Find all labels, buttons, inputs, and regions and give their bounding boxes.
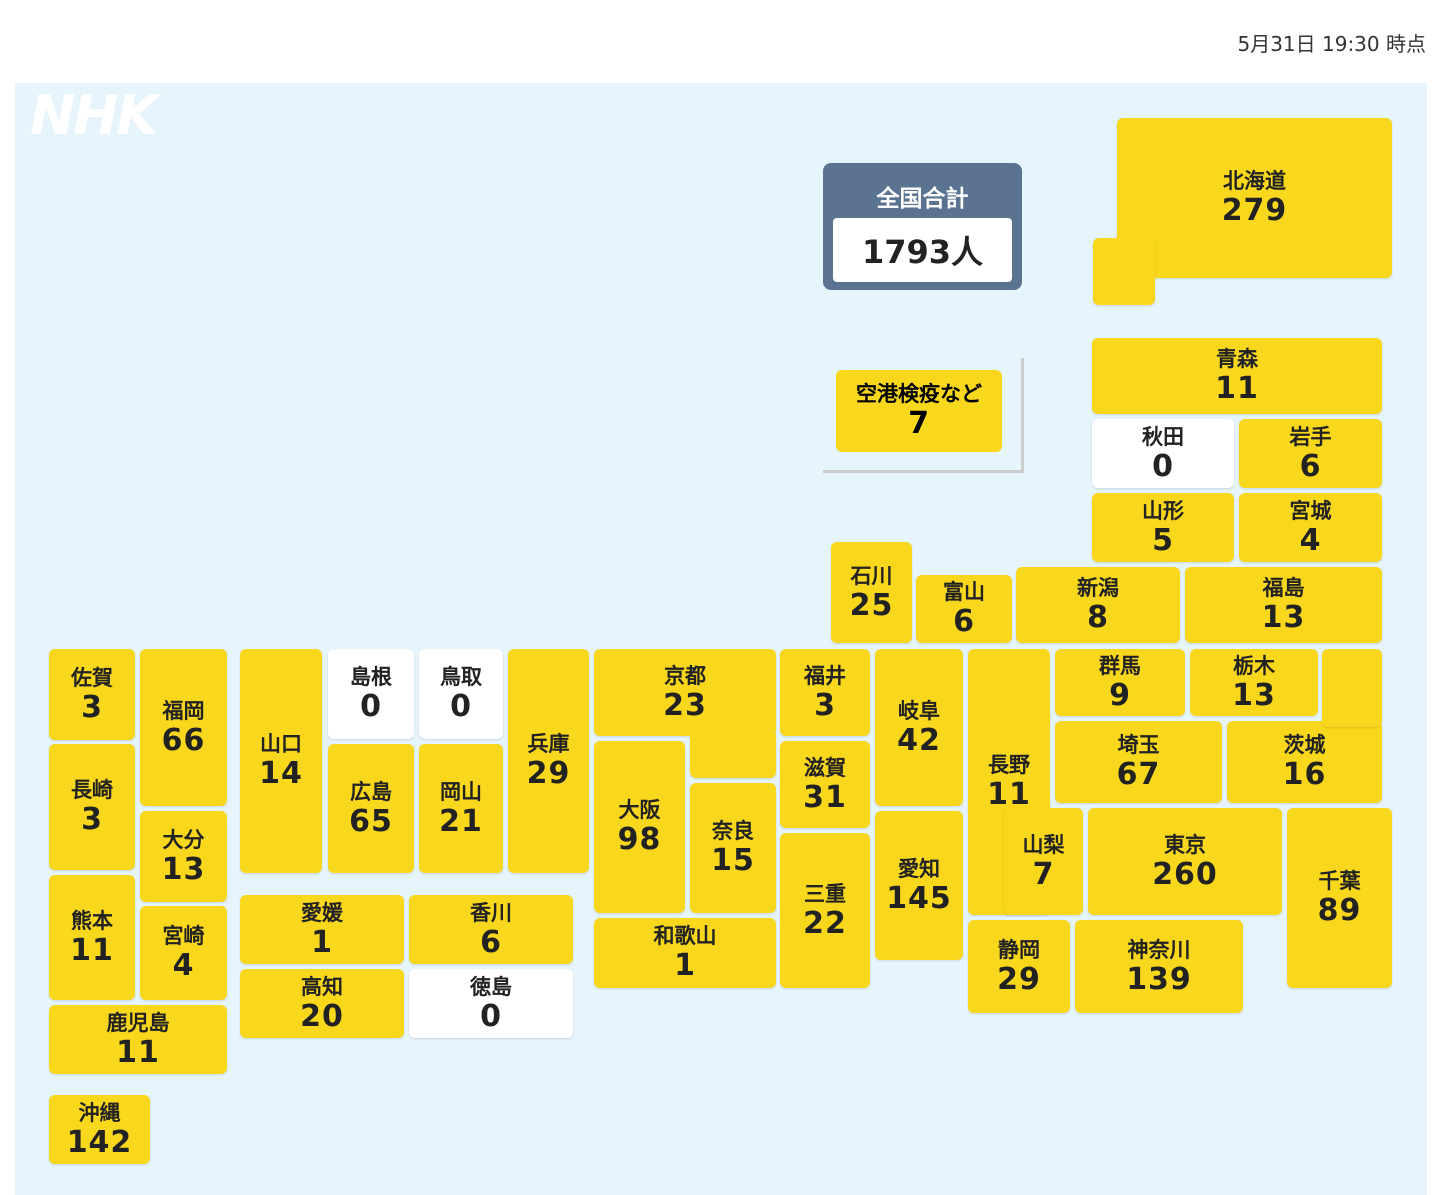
prefecture-tile[interactable] [968, 920, 1070, 1013]
separator [823, 358, 1024, 473]
prefecture-tile[interactable] [1055, 649, 1185, 716]
prefecture-tile[interactable] [594, 649, 776, 736]
prefecture-tile[interactable] [1088, 808, 1282, 915]
prefecture-tile[interactable] [240, 895, 404, 964]
prefecture-tile[interactable] [1190, 649, 1318, 716]
prefecture-tile[interactable] [140, 811, 227, 902]
prefecture-tile[interactable] [49, 1005, 227, 1074]
prefecture-tile[interactable] [419, 649, 503, 739]
prefecture-tile[interactable] [690, 730, 776, 778]
airport-name: 空港検疫など [856, 382, 982, 406]
prefecture-tile[interactable] [1185, 567, 1382, 643]
prefecture-tile[interactable] [49, 1095, 150, 1164]
prefecture-tile[interactable] [508, 649, 589, 873]
prefecture-tile[interactable] [1239, 493, 1382, 562]
prefecture-tile[interactable] [1322, 649, 1382, 727]
prefecture-tile[interactable] [49, 744, 135, 870]
total-value: 1793人 [833, 218, 1012, 282]
prefecture-tile[interactable] [916, 575, 1012, 643]
prefecture-tile[interactable] [240, 969, 404, 1038]
prefecture-tile[interactable] [409, 969, 573, 1038]
prefecture-tile[interactable] [409, 895, 573, 964]
prefecture-tile[interactable] [780, 649, 870, 736]
prefecture-tile[interactable] [1093, 238, 1155, 305]
prefecture-tile[interactable] [875, 811, 963, 960]
airport-tile[interactable]: 空港検疫など 7 [836, 370, 1002, 452]
prefecture-tile[interactable] [1055, 721, 1222, 803]
total-label: 全国合計 [876, 186, 969, 212]
prefecture-tile[interactable] [49, 875, 135, 1000]
prefecture-tile[interactable] [1092, 419, 1234, 488]
prefecture-tile[interactable] [1075, 920, 1243, 1013]
prefecture-tile[interactable] [240, 649, 322, 873]
prefecture-tile[interactable] [1117, 118, 1392, 278]
prefecture-tile[interactable] [140, 906, 227, 1000]
prefecture-tile[interactable] [328, 649, 414, 739]
airport-count: 7 [908, 406, 930, 441]
prefecture-tile[interactable] [328, 744, 414, 873]
prefecture-tile[interactable] [594, 741, 685, 913]
prefecture-tile[interactable] [1227, 721, 1382, 803]
prefecture-tile[interactable] [1004, 808, 1083, 915]
prefecture-tile[interactable] [1239, 419, 1382, 488]
prefecture-tile[interactable] [1092, 493, 1234, 562]
prefecture-tile[interactable] [780, 741, 870, 828]
prefecture-tile[interactable] [419, 744, 503, 873]
total-box: 全国合計 1793人 [823, 163, 1022, 290]
prefecture-tile[interactable] [1092, 338, 1382, 414]
timestamp: 5月31日 19:30 時点 [1237, 32, 1426, 56]
prefecture-tile[interactable] [780, 833, 870, 988]
prefecture-tile[interactable] [831, 542, 912, 643]
prefecture-tile[interactable] [1016, 567, 1180, 643]
prefecture-tile[interactable] [875, 649, 963, 806]
prefecture-tile[interactable] [140, 649, 227, 806]
prefecture-tile[interactable] [49, 649, 135, 740]
prefecture-tile[interactable] [690, 783, 776, 913]
prefecture-tile[interactable] [594, 918, 776, 988]
logo: NHK [30, 84, 158, 147]
prefecture-tile[interactable] [1287, 808, 1392, 988]
